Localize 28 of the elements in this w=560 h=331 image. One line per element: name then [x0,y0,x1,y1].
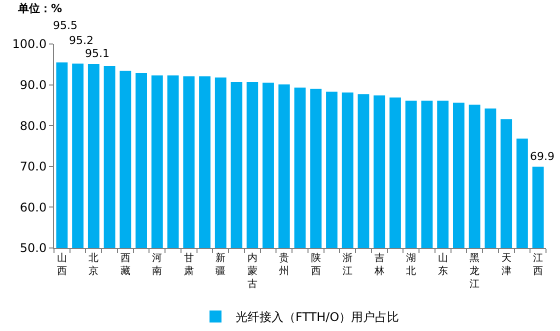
legend-label: 光纤接入（FTTH/O）用户占比 [236,310,400,324]
x-tick-label: 江西 [533,252,544,277]
x-tick-label: 新疆 [216,252,226,277]
y-tick-label: 60.0 [20,200,47,214]
y-axis-title: 单位：% [17,2,62,15]
x-tick-label: 天津 [501,253,512,277]
x-tick-label: 湖北 [406,252,416,277]
data-label: 69.9 [530,150,554,163]
y-tick-label: 80.0 [20,118,47,133]
x-tick-label: 浙江 [342,252,353,277]
x-tick-label: 黑龙江 [470,253,480,290]
y-tick-label: 90.0 [20,78,47,92]
y-tick-label: 70.0 [20,160,47,174]
x-tick-label: 陕西 [310,252,321,277]
data-label: 95.1 [85,47,110,60]
x-tick-label: 吉林 [373,252,384,277]
y-tick-label: 50.0 [20,241,47,256]
x-tick-label: 贵州 [279,252,290,277]
x-tick-label: 甘肃 [184,252,194,277]
x-tick-label: 内蒙古 [247,252,258,290]
x-tick-label: 北京 [88,252,99,277]
data-label: 95.2 [69,34,94,47]
x-tick-label: 西藏 [120,253,130,277]
y-tick-label: 100.0 [12,37,47,52]
data-label: 95.5 [53,19,78,32]
x-tick-label: 山东 [438,252,448,277]
x-tick-label: 山西 [56,252,67,277]
x-tick-label: 河南 [152,252,162,277]
